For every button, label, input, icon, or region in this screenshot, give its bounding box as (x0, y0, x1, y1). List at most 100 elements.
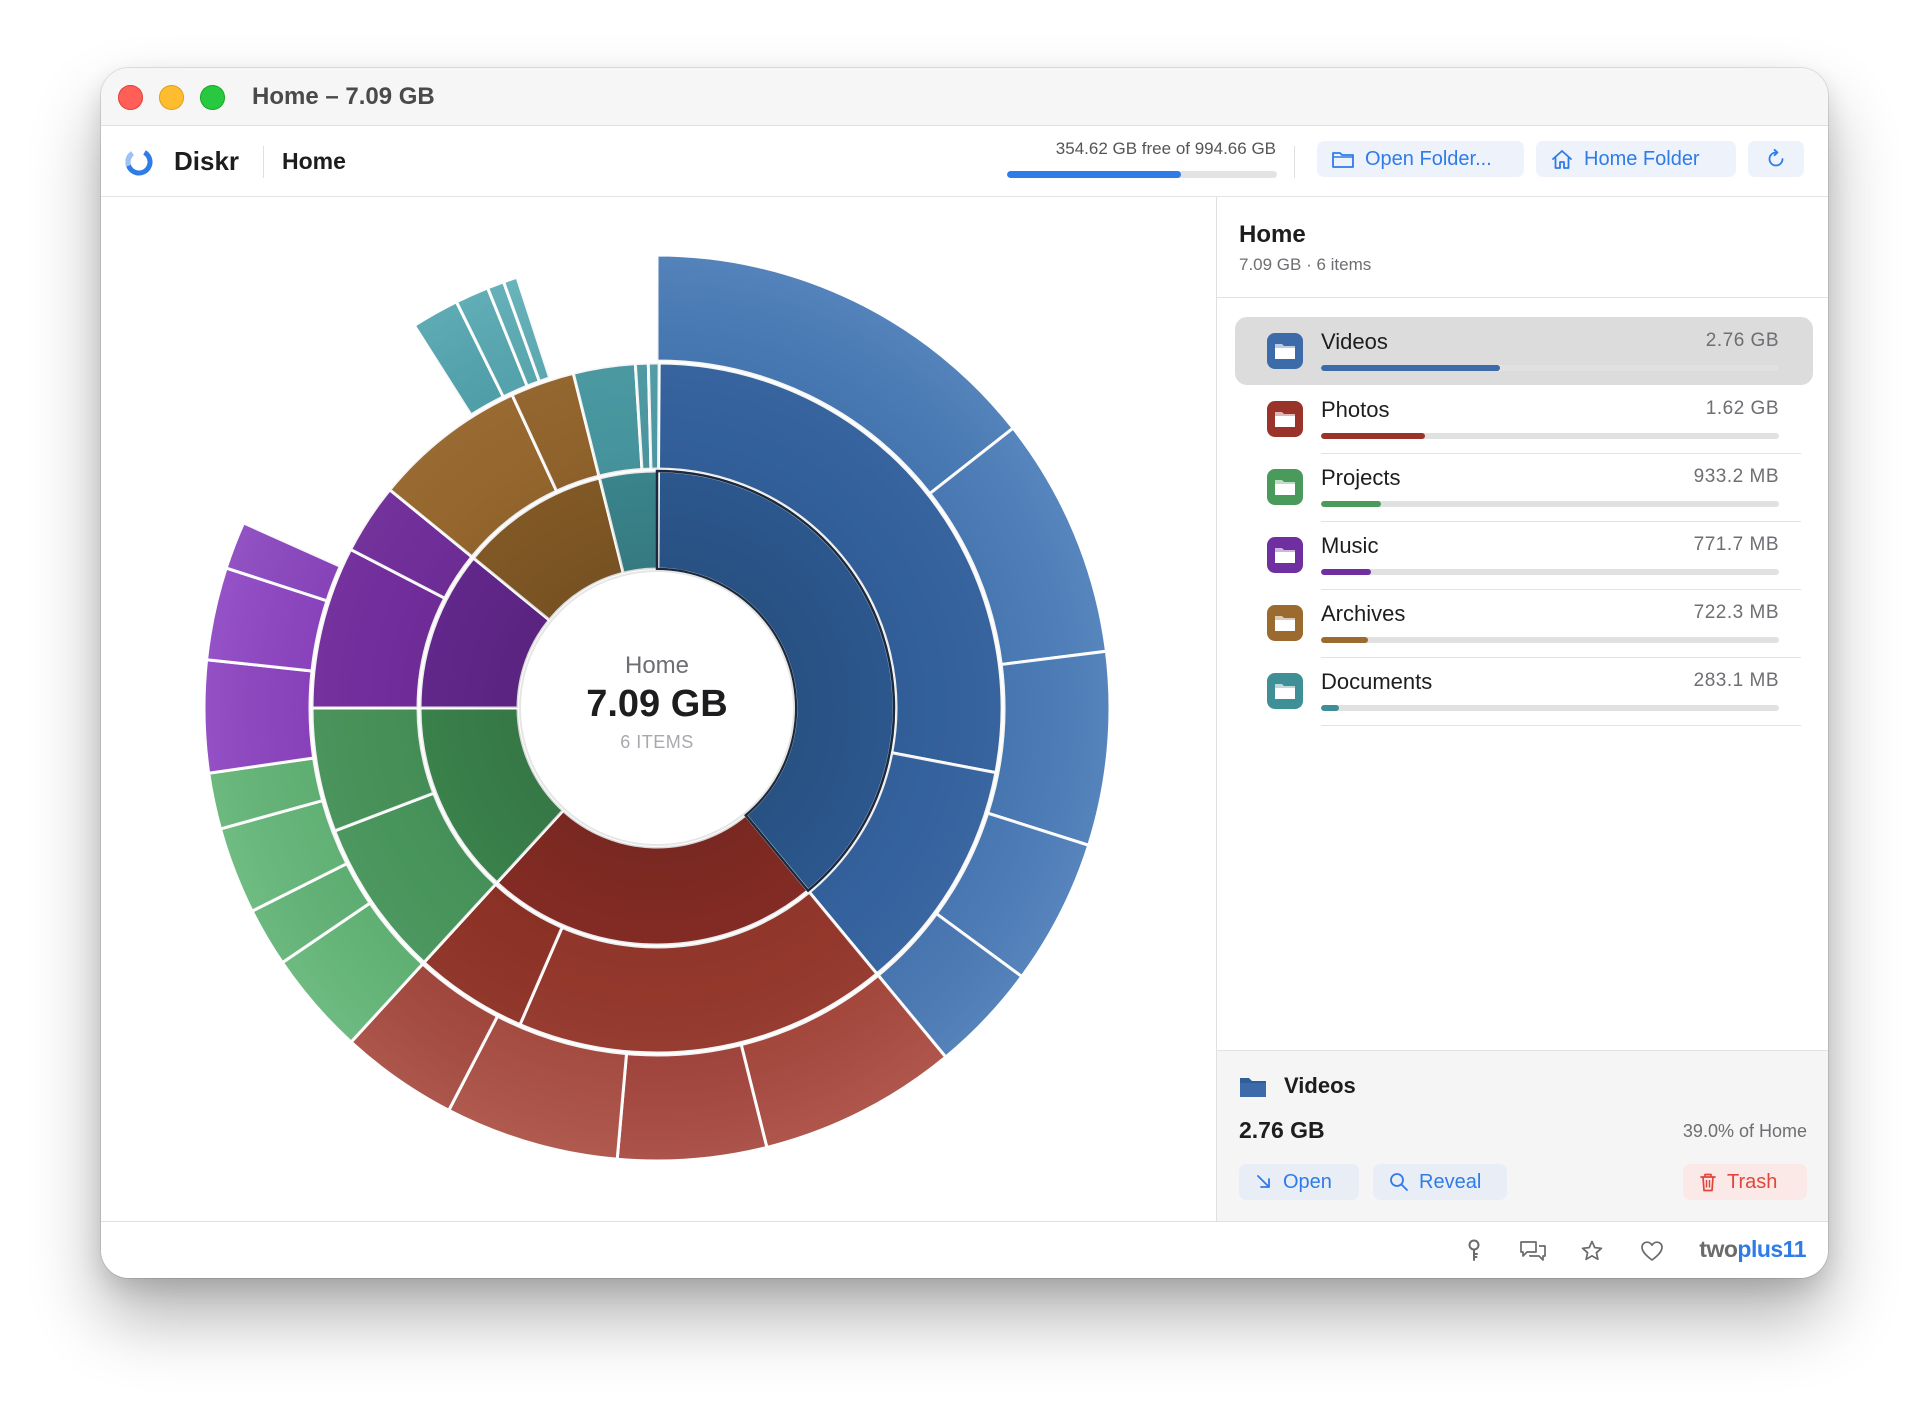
star-icon[interactable] (1579, 1238, 1605, 1264)
disk-usage-bar (1007, 171, 1277, 178)
refresh-button[interactable] (1748, 141, 1804, 177)
item-name: Archives (1321, 601, 1406, 626)
sunburst-segment-music-level3[interactable] (202, 658, 316, 775)
details-sidebar: Home 7.09 GB · 6 items Videos 2.76 GB Phot… (1216, 197, 1828, 1222)
brand-text-part1: two (1699, 1236, 1738, 1262)
item-size-bar-fill (1321, 569, 1371, 575)
item-size-bar-fill (1321, 365, 1500, 371)
folder-icon (1240, 1078, 1266, 1097)
item-name: Music (1321, 533, 1379, 558)
row-divider (1321, 725, 1801, 726)
toolbar-divider (263, 146, 264, 178)
selected-item-size: 2.76 GB (1239, 1117, 1325, 1143)
toolbar: Diskr Home 354.62 GB free of 994.66 GB O… (101, 126, 1828, 197)
trash-label: Trash (1727, 1170, 1778, 1193)
list-item-documents[interactable]: Documents 283.1 MB (1235, 657, 1813, 726)
folder-icon (1267, 673, 1303, 709)
status-bar: twoplus11 (101, 1221, 1828, 1278)
list-item-music[interactable]: Music 771.7 MB (1235, 521, 1813, 590)
brand-logo[interactable]: twoplus11 (1699, 1236, 1806, 1263)
main-area: Home 7.09 GB 6 ITEMS Home 7.09 GB · 6 it… (101, 197, 1828, 1222)
item-name: Photos (1321, 397, 1390, 422)
row-divider (1321, 521, 1801, 522)
disk-usage-fill (1007, 171, 1181, 178)
key-icon[interactable] (1461, 1238, 1487, 1264)
item-size: 2.76 GB (1705, 330, 1779, 351)
reveal-label: Reveal (1419, 1170, 1482, 1193)
window-title: Home – 7.09 GB (252, 83, 435, 110)
list-item-projects[interactable]: Projects 933.2 MB (1235, 453, 1813, 522)
title-bar: Home – 7.09 GB (101, 68, 1828, 126)
item-size-bar (1321, 433, 1779, 439)
row-divider (1321, 589, 1801, 590)
item-size-bar (1321, 705, 1779, 711)
open-folder-button[interactable]: Open Folder... (1317, 141, 1524, 177)
open-button[interactable]: Open (1239, 1164, 1359, 1200)
trash-icon (1700, 1173, 1716, 1192)
list-item-videos[interactable]: Videos 2.76 GB (1235, 317, 1813, 385)
divider (1217, 297, 1828, 298)
sidebar-subtitle: 7.09 GB · 6 items (1239, 255, 1372, 274)
center-item-count: 6 ITEMS (620, 732, 694, 752)
zoom-window-button[interactable] (200, 85, 225, 110)
heart-icon[interactable] (1639, 1238, 1665, 1264)
open-label: Open (1283, 1170, 1332, 1193)
trash-button[interactable]: Trash (1683, 1164, 1807, 1200)
close-window-button[interactable] (118, 85, 143, 110)
center-size: 7.09 GB (586, 683, 728, 725)
row-divider (1321, 453, 1801, 454)
item-size-bar-fill (1321, 433, 1426, 439)
reveal-button[interactable]: Reveal (1373, 1164, 1507, 1200)
breadcrumb[interactable]: Home (282, 148, 346, 174)
chart-pane: Home 7.09 GB 6 ITEMS (101, 197, 1215, 1221)
toolbar-divider (1294, 146, 1295, 178)
item-size-bar (1321, 365, 1779, 371)
item-size: 771.7 MB (1693, 534, 1779, 555)
home-folder-button[interactable]: Home Folder (1536, 141, 1736, 177)
item-size-bar (1321, 637, 1779, 643)
app-window: Home – 7.09 GB Diskr Home 354.62 GB free… (101, 68, 1828, 1278)
sunburst-segment-videos-level3[interactable] (985, 649, 1112, 848)
item-size-bar-fill (1321, 705, 1340, 711)
folder-icon (1267, 537, 1303, 573)
open-folder-label: Open Folder... (1365, 147, 1492, 170)
app-name: Diskr (174, 146, 240, 176)
folder-icon (1267, 605, 1303, 641)
item-size: 722.3 MB (1693, 602, 1779, 623)
row-divider (1321, 657, 1801, 658)
folder-icon (1267, 401, 1303, 437)
home-folder-label: Home Folder (1584, 147, 1700, 170)
selected-segment-outline (655, 469, 896, 893)
magnifier-icon (1390, 1173, 1408, 1191)
item-size: 933.2 MB (1693, 466, 1779, 487)
selected-item-percent: 39.0% of Home (1682, 1121, 1807, 1141)
item-name: Projects (1321, 465, 1401, 490)
item-size: 1.62 GB (1705, 398, 1779, 419)
house-icon (1552, 150, 1572, 169)
item-size: 283.1 MB (1693, 670, 1779, 691)
list-item-photos[interactable]: Photos 1.62 GB (1235, 385, 1813, 454)
folder-icon (1267, 333, 1303, 369)
sunburst-segment-documents-level2[interactable] (646, 361, 661, 471)
disk-space-label: 354.62 GB free of 994.66 GB (1055, 139, 1276, 158)
selected-item-name: Videos (1284, 1073, 1356, 1098)
folder-icon (1267, 469, 1303, 505)
item-name: Videos (1321, 329, 1388, 354)
refresh-icon (1768, 148, 1784, 167)
center-disc[interactable] (519, 570, 795, 846)
list-item-archives[interactable]: Archives 722.3 MB (1235, 589, 1813, 658)
brand-text-part2: plus11 (1737, 1236, 1806, 1262)
sidebar-title: Home (1239, 221, 1306, 248)
minimize-window-button[interactable] (159, 85, 184, 110)
item-size-bar-fill (1321, 637, 1368, 643)
arrow-down-right-icon (1257, 1175, 1270, 1188)
diskr-logo-icon (125, 148, 153, 176)
item-size-bar (1321, 569, 1779, 575)
chat-bubbles-icon[interactable] (1517, 1238, 1549, 1264)
item-size-bar-fill (1321, 501, 1382, 507)
sunburst-segment-photos-level3[interactable] (615, 1042, 769, 1163)
selection-detail-panel: Videos 2.76 GB 39.0% of Home Open Reveal (1217, 1050, 1828, 1222)
item-name: Documents (1321, 669, 1433, 694)
center-title: Home (624, 652, 690, 679)
item-size-bar (1321, 501, 1779, 507)
